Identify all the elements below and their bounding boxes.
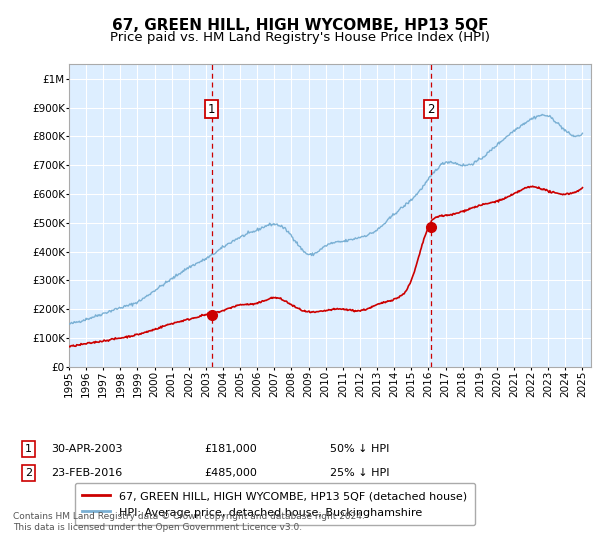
Text: 1: 1 (25, 444, 32, 454)
Text: 50% ↓ HPI: 50% ↓ HPI (330, 444, 389, 454)
Text: 23-FEB-2016: 23-FEB-2016 (51, 468, 122, 478)
Text: 2: 2 (427, 102, 434, 115)
Text: 67, GREEN HILL, HIGH WYCOMBE, HP13 5QF: 67, GREEN HILL, HIGH WYCOMBE, HP13 5QF (112, 18, 488, 33)
Text: 2: 2 (25, 468, 32, 478)
Text: £181,000: £181,000 (204, 444, 257, 454)
Text: 1: 1 (208, 102, 215, 115)
Text: 25% ↓ HPI: 25% ↓ HPI (330, 468, 389, 478)
Text: £485,000: £485,000 (204, 468, 257, 478)
Text: Contains HM Land Registry data © Crown copyright and database right 2024.
This d: Contains HM Land Registry data © Crown c… (13, 512, 365, 532)
Text: 30-APR-2003: 30-APR-2003 (51, 444, 122, 454)
Legend: 67, GREEN HILL, HIGH WYCOMBE, HP13 5QF (detached house), HPI: Average price, det: 67, GREEN HILL, HIGH WYCOMBE, HP13 5QF (… (74, 483, 475, 525)
Text: Price paid vs. HM Land Registry's House Price Index (HPI): Price paid vs. HM Land Registry's House … (110, 31, 490, 44)
